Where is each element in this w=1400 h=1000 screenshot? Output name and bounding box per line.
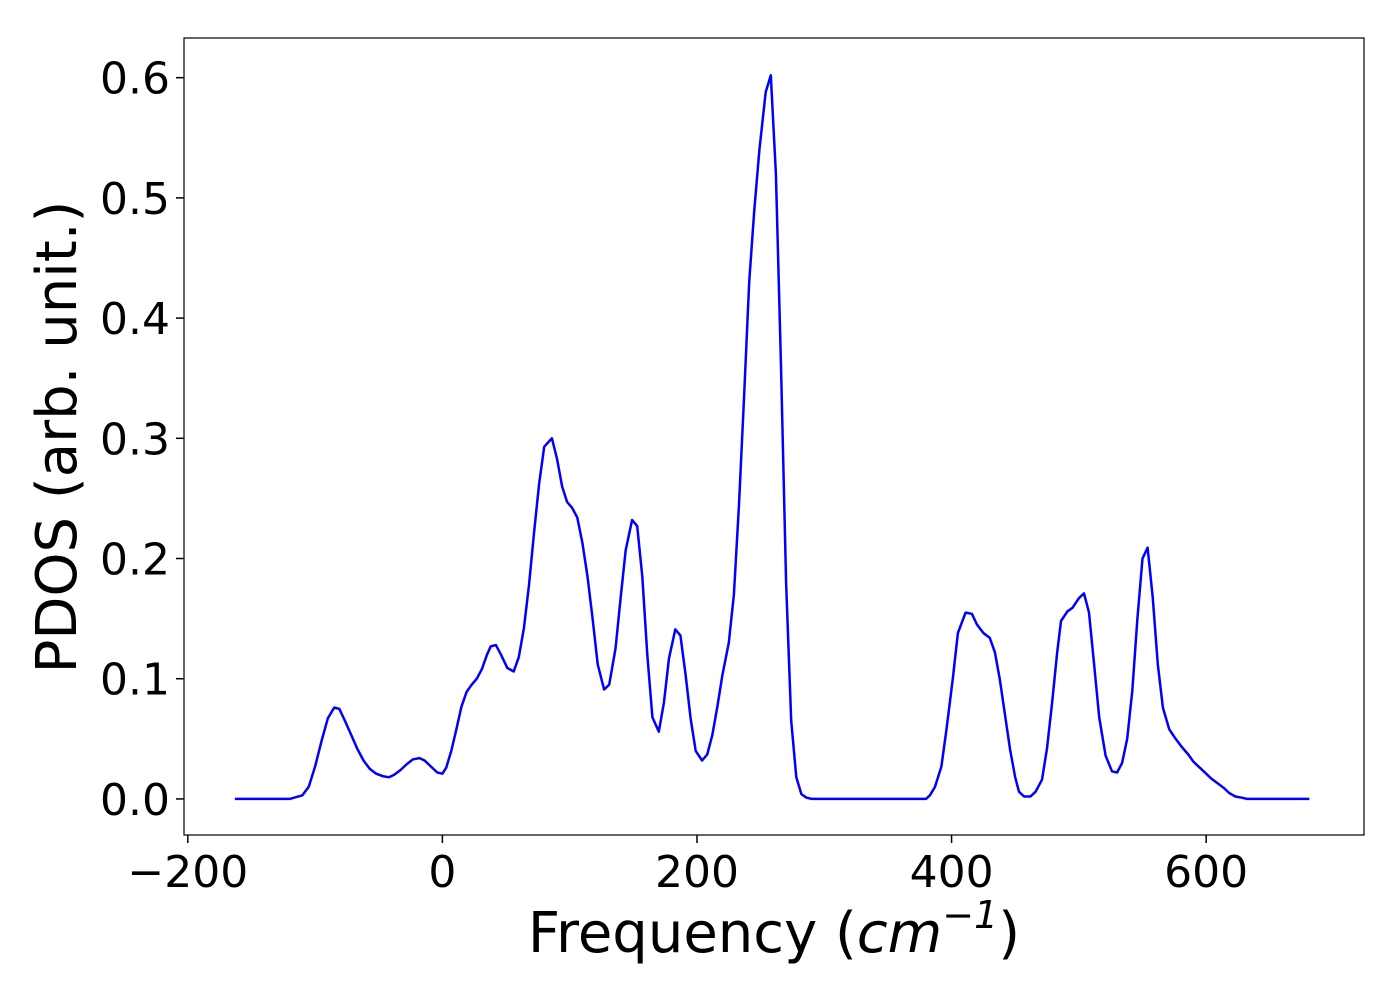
- y-tick-label: 0.5: [100, 174, 170, 225]
- y-tick-label: 0.6: [100, 54, 170, 105]
- y-tick-label: 0.3: [100, 414, 170, 465]
- x-tick-label: 0: [428, 847, 456, 898]
- x-label-part: ): [998, 901, 1020, 966]
- plot-frame: [183, 37, 1365, 836]
- x-tick-label: −200: [127, 847, 248, 898]
- x-tick-label: 600: [1164, 847, 1248, 898]
- x-label-part: cm: [857, 901, 942, 966]
- data-line: [234, 74, 1310, 801]
- x-tick-label: 400: [910, 847, 994, 898]
- y-axis-label: PDOS (arb. unit.): [25, 201, 90, 674]
- y-tick-label: 0.1: [100, 655, 170, 706]
- x-label-part: −1: [942, 893, 998, 937]
- x-tick-label: 200: [655, 847, 739, 898]
- y-tick-label: 0.4: [100, 294, 170, 345]
- y-tick-label: 0.2: [100, 535, 170, 586]
- y-tick-label: 0.0: [100, 775, 170, 826]
- x-axis-label: Frequency (cm−1): [528, 893, 1020, 966]
- x-label-part: Frequency (: [528, 901, 857, 966]
